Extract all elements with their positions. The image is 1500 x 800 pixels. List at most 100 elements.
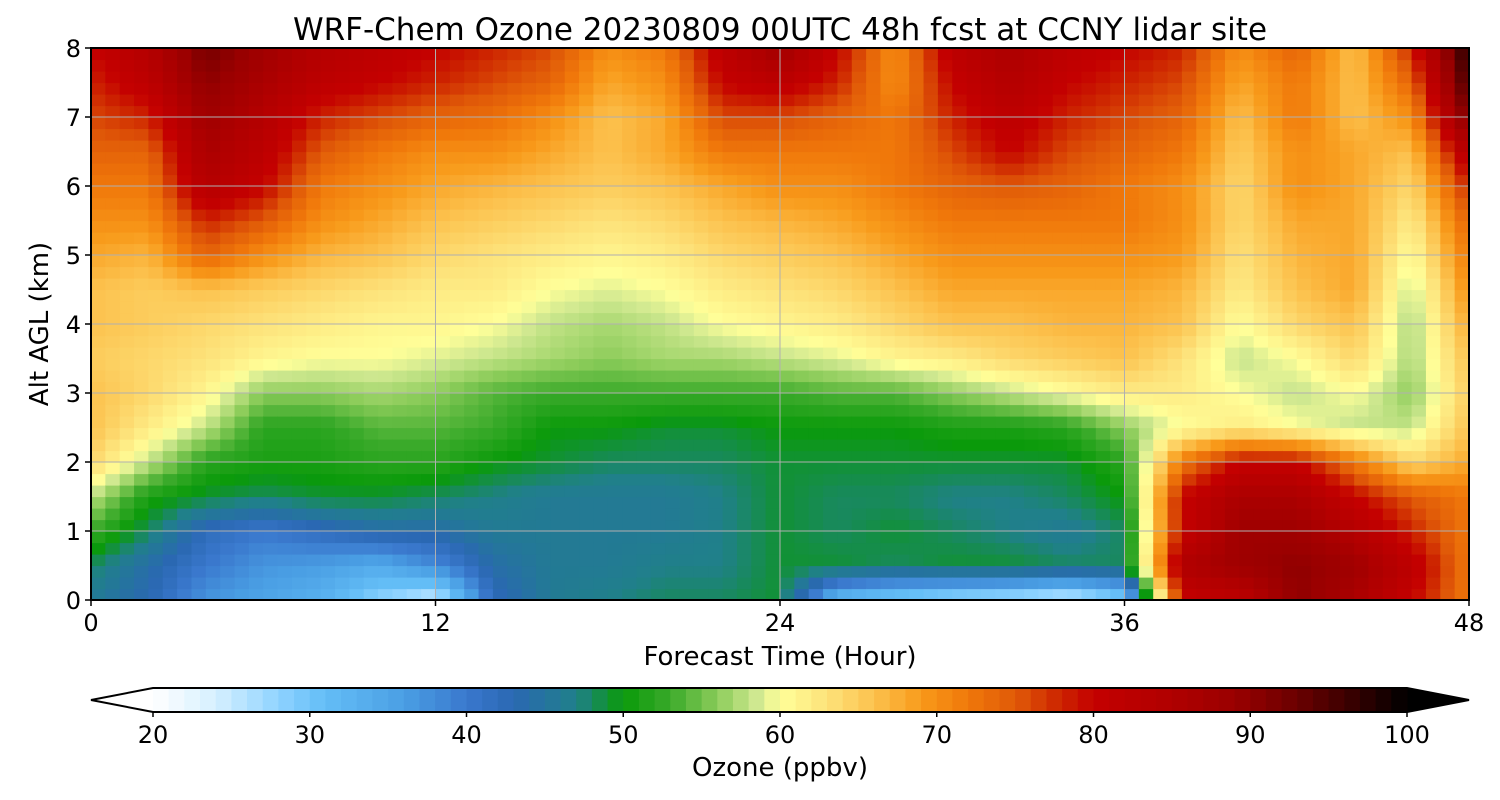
heatmap-cell — [464, 542, 480, 555]
heatmap-cell — [1138, 255, 1154, 268]
heatmap-cell — [995, 232, 1011, 245]
heatmap-cell — [1052, 542, 1068, 555]
heatmap-cell — [1296, 427, 1312, 440]
heatmap-cell — [91, 439, 106, 452]
heatmap-cell — [191, 289, 207, 302]
heatmap-cell — [550, 151, 566, 164]
heatmap-cell — [607, 450, 623, 463]
heatmap-cell — [679, 519, 695, 532]
heatmap-cell — [335, 71, 350, 84]
heatmap-cell — [823, 439, 839, 452]
heatmap-cell — [435, 128, 451, 141]
heatmap-cell — [751, 519, 767, 532]
heatmap-cell — [320, 473, 336, 486]
heatmap-cell — [1239, 496, 1255, 509]
heatmap-cell — [1339, 209, 1355, 222]
heatmap-cell — [162, 59, 178, 72]
heatmap-cell — [205, 370, 221, 383]
heatmap-cell — [134, 266, 150, 279]
heatmap-cell — [435, 117, 451, 130]
heatmap-cell — [808, 588, 824, 600]
heatmap-cell — [1095, 485, 1111, 498]
heatmap-cell — [1110, 496, 1126, 509]
heatmap-cell — [622, 140, 638, 153]
heatmap-cell — [492, 151, 508, 164]
heatmap-cell — [1024, 163, 1039, 176]
heatmap-cell — [1009, 485, 1025, 498]
heatmap-cell — [306, 48, 322, 61]
heatmap-cell — [1210, 59, 1226, 72]
heatmap-cell — [851, 427, 867, 440]
heatmap-cell — [1009, 554, 1025, 567]
heatmap-cell — [564, 462, 580, 475]
heatmap-cell — [1110, 163, 1126, 176]
heatmap-cell — [277, 232, 293, 245]
heatmap-cell — [91, 393, 106, 406]
heatmap-cell — [1354, 94, 1370, 107]
colorbar-tick-label: 60 — [765, 721, 796, 749]
heatmap-cell — [363, 404, 379, 417]
heatmap-cell — [1411, 439, 1427, 452]
heatmap-cell — [866, 508, 882, 521]
heatmap-cell — [421, 335, 437, 348]
heatmap-cell — [492, 94, 508, 107]
heatmap-cell — [751, 381, 767, 394]
heatmap-cell — [349, 588, 365, 600]
heatmap-cell — [751, 59, 767, 72]
heatmap-cell — [679, 128, 695, 141]
heatmap-cell — [1124, 71, 1140, 84]
heatmap-cell — [593, 473, 609, 486]
heatmap-cell — [794, 312, 810, 325]
heatmap-cell — [507, 462, 523, 475]
heatmap-cell — [1253, 266, 1269, 279]
heatmap-cell — [148, 209, 164, 222]
heatmap-cell — [234, 266, 250, 279]
heatmap-cell — [1052, 370, 1068, 383]
heatmap-cell — [277, 393, 293, 406]
heatmap-cell — [679, 324, 695, 337]
heatmap-cell — [693, 542, 709, 555]
heatmap-cell — [665, 94, 681, 107]
heatmap-cell — [234, 347, 250, 360]
heatmap-cell — [894, 209, 910, 222]
heatmap-cell — [248, 485, 264, 498]
heatmap-cell — [162, 531, 178, 544]
heatmap-cell — [1411, 358, 1427, 371]
heatmap-cell — [1339, 450, 1355, 463]
heatmap-cell — [650, 59, 666, 72]
heatmap-cell — [162, 519, 178, 532]
heatmap-cell — [866, 128, 882, 141]
heatmap-cell — [708, 140, 724, 153]
heatmap-cell — [134, 255, 150, 268]
heatmap-cell — [980, 71, 996, 84]
heatmap-cell — [1425, 128, 1441, 141]
heatmap-cell — [1282, 531, 1298, 544]
heatmap-cell — [306, 289, 322, 302]
heatmap-cell — [1397, 209, 1413, 222]
heatmap-cell — [1038, 496, 1054, 509]
heatmap-cell — [148, 381, 164, 394]
heatmap-cell — [263, 232, 279, 245]
heatmap-cell — [564, 427, 580, 440]
heatmap-cell — [277, 450, 293, 463]
heatmap-cell — [894, 531, 910, 544]
heatmap-cell — [478, 542, 494, 555]
heatmap-cell — [1110, 48, 1126, 61]
heatmap-cell — [593, 381, 609, 394]
heatmap-cell — [693, 48, 709, 61]
heatmap-cell — [1382, 140, 1398, 153]
heatmap-cell — [1368, 243, 1384, 256]
heatmap-cell — [636, 542, 652, 555]
heatmap-cell — [464, 243, 480, 256]
heatmap-cell — [449, 358, 465, 371]
heatmap-cell — [119, 565, 135, 578]
heatmap-cell — [665, 71, 681, 84]
heatmap-cell — [1067, 439, 1083, 452]
heatmap-cell — [765, 151, 781, 164]
heatmap-cell — [1239, 186, 1255, 199]
heatmap-cell — [507, 48, 523, 61]
heatmap-cell — [1153, 439, 1169, 452]
heatmap-cell — [277, 531, 293, 544]
heatmap-cell — [406, 140, 422, 153]
colorbar-segment — [842, 688, 859, 712]
